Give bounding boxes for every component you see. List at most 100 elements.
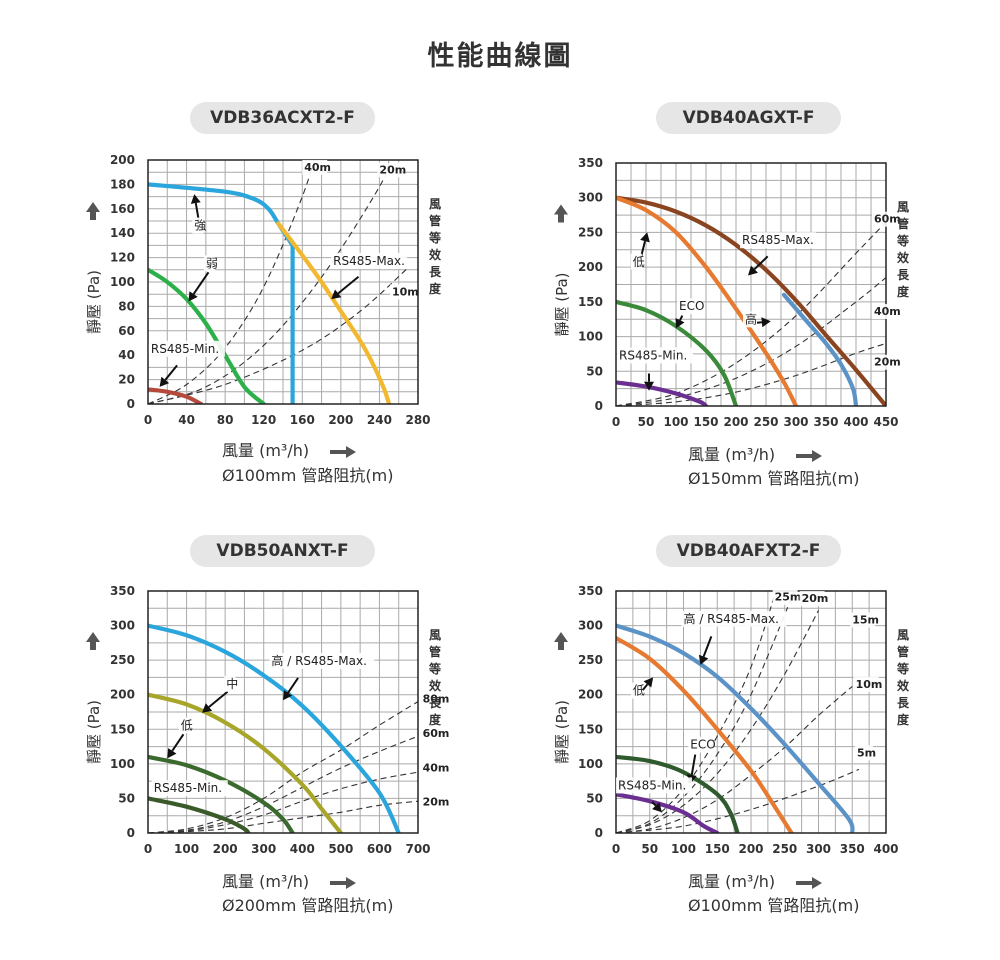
x-tick-label: 280 (405, 413, 430, 427)
x-tick-label: 40 (178, 413, 195, 427)
annotation-label: RS485-Min. (151, 342, 219, 356)
y-tick-label: 50 (586, 791, 603, 805)
y-tick-label: 300 (110, 619, 135, 633)
y-tick-label: 50 (586, 364, 603, 378)
annotations: 低 RS485-Max. ECO 高 RS485-Min. 60m 40m 20m (617, 211, 901, 391)
annotation-label: 10m (392, 285, 419, 298)
y-tick-label: 250 (578, 225, 603, 239)
series-line-5 (616, 380, 709, 406)
annotation-bg (799, 591, 825, 607)
y-axis-label-text: 靜壓 (Pa) (553, 272, 571, 336)
tick-labels: 0 50 100 150 200 250 300 350 400 0 50 100 150 200 250 3… (578, 584, 899, 856)
annotation-bg (681, 610, 787, 627)
tick-labels: 0 50 100 150 200 250 300 350 400 450 0 50 100 150 200 2… (578, 156, 899, 429)
annotation-bg (872, 304, 897, 320)
series (148, 623, 401, 833)
page-title: 性能曲線圖 (427, 41, 573, 72)
annotation-bg (850, 612, 876, 628)
arrow-up-icon (554, 632, 568, 650)
x-tick-label: 200 (328, 413, 353, 427)
duct-length-char: 效 (897, 678, 910, 693)
grid (615, 590, 887, 834)
arrow-right-icon (330, 445, 357, 458)
y-tick-label: 150 (578, 722, 603, 736)
annotation-bg (630, 253, 642, 270)
annotation-arrow (753, 255, 769, 270)
duct-curve-5m (616, 768, 860, 833)
annotation-label: 5m (857, 746, 876, 759)
duct-curve-60m (148, 735, 418, 833)
plot-frame (615, 162, 887, 407)
y-axis-label: 靜壓 (Pa) (85, 202, 103, 334)
duct-curve-80m (148, 701, 418, 833)
duct-curves (616, 591, 860, 833)
annotation-arrow (287, 677, 299, 694)
y-tick-label: 200 (110, 153, 135, 167)
x-axis-label: 風量 (m³/h) (222, 872, 310, 891)
y-axis-label: 靜壓 (Pa) (553, 632, 571, 764)
y-tick-label: 100 (110, 275, 135, 289)
annotation-bg (192, 217, 204, 234)
annotation-arrowhead (640, 232, 650, 243)
plot-frame (147, 159, 419, 405)
annotation-bg (688, 736, 714, 753)
annotation-arrowhead (698, 654, 709, 665)
annotation-label: RS485-Min. (619, 348, 687, 362)
y-tick-label: 160 (110, 202, 135, 216)
x-axis-label: 風量 (m³/h) (688, 445, 776, 464)
x-tick-label: 150 (705, 842, 730, 856)
series-line-4 (616, 792, 720, 833)
y-tick-label: 20 (118, 373, 135, 387)
x-tick-label: 160 (290, 413, 315, 427)
duct-curve-20m (616, 342, 886, 406)
series-line-3 (616, 754, 740, 833)
annotation-arrowhead (188, 291, 198, 302)
model-label: VDB40AGXT-F (656, 102, 841, 134)
annotation-label: 20m (423, 795, 450, 808)
x-tick-label: 100 (663, 415, 688, 429)
annotation-label: RS485-Max. (742, 233, 814, 247)
duct-length-char: 長 (897, 695, 910, 710)
arrow-up-icon (554, 204, 568, 223)
series-line-2 (781, 292, 859, 406)
annotation-bg (740, 232, 816, 249)
arrow-up-icon (86, 202, 100, 220)
annotation-bg (616, 777, 693, 794)
y-tick-label: 100 (578, 330, 603, 344)
arrow-right-icon (330, 876, 357, 889)
performance-chart: 0 50 100 150 200 250 300 350 400 0 50 100 150 200 250 3… (553, 584, 910, 856)
series-line-3 (148, 267, 266, 404)
annotation-bg (178, 717, 190, 734)
y-tick-label: 100 (110, 757, 135, 771)
annotation-label: 60m (423, 727, 450, 740)
x-tick-label: 50 (641, 842, 658, 856)
y-tick-label: 350 (578, 156, 603, 170)
y-tick-label: 120 (110, 251, 135, 265)
y-tick-label: 150 (110, 722, 135, 736)
chart-panel-vdb36acxt2-f: VDB36ACXT2-F 0 40 80 120 160 200 240 280 0 20 40 60… (0, 0, 500, 485)
y-tick-label: 200 (578, 260, 603, 274)
annotation-bg (203, 255, 216, 272)
duct-curves (148, 160, 409, 404)
annotation-arrow (641, 683, 649, 691)
annotation-label: 高 / RS485-Max. (684, 611, 780, 626)
x-tick-label: 300 (251, 842, 276, 856)
annotation-arrow (192, 271, 210, 295)
grid (147, 159, 419, 405)
duct-length-char: 長 (429, 264, 442, 279)
duct-length-char: 管 (897, 216, 909, 231)
annotation-bg (872, 354, 897, 370)
annotation-bg (331, 252, 408, 269)
annotation-arrowhead (159, 376, 170, 387)
y-tick-label: 0 (127, 397, 135, 411)
duct-length-char: 度 (429, 712, 442, 727)
annotation-bg (772, 589, 798, 605)
model-label: VDB50ANXT-F (190, 535, 375, 567)
annotation-label: 強 (194, 219, 206, 233)
annotation-label: RS485-Min. (154, 781, 222, 795)
chart-panel-vdb40afxt2-f: VDB40AFXT2-F 0 50 100 150 200 250 300 350 400 0 50… (466, 433, 966, 915)
x-tick-label: 240 (367, 413, 392, 427)
x-tick-label: 80 (217, 413, 234, 427)
x-axis-label-row: 風量 (m³/h) (688, 441, 823, 465)
